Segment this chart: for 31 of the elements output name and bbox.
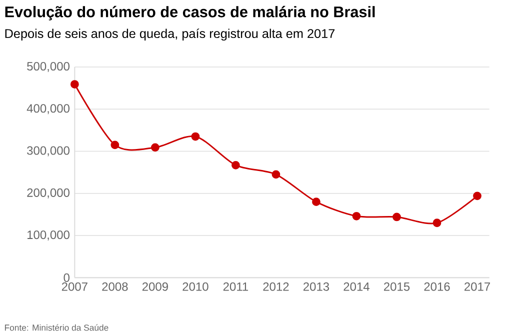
x-tick-label: 2015 bbox=[384, 282, 410, 291]
x-tick-label: 2013 bbox=[303, 282, 330, 291]
point bbox=[110, 140, 120, 150]
x-tick-label: 2009 bbox=[142, 282, 168, 291]
x-tick-label: 2011 bbox=[223, 282, 248, 291]
x-tick-label: 2010 bbox=[182, 282, 208, 291]
y-tick-label: 100,000 bbox=[28, 230, 70, 240]
chart-subtitle: Depois de seis anos de queda, país registrou alta em 2017 bbox=[5, 28, 335, 41]
y-tick-label: 0 bbox=[64, 273, 70, 282]
y-tick-label: 500,000 bbox=[27, 62, 70, 72]
x-tick-label: 2012 bbox=[263, 282, 289, 291]
y-tick-label: 200,000 bbox=[27, 188, 70, 198]
x-tick-label: 2016 bbox=[424, 282, 450, 291]
point bbox=[352, 212, 361, 220]
x-tick-label: 2008 bbox=[102, 282, 128, 291]
chart-title: Evolução do número de casos de malária no Brasil bbox=[5, 6, 375, 20]
point bbox=[432, 218, 442, 228]
point bbox=[70, 80, 79, 88]
y-tick-label: 300,000 bbox=[27, 146, 70, 156]
y-tick-label: 400,000 bbox=[26, 104, 70, 114]
point bbox=[392, 212, 401, 222]
x-tick-label: 2017 bbox=[464, 282, 490, 291]
point bbox=[272, 170, 280, 179]
point bbox=[473, 192, 482, 200]
source-note: Fonte: Ministério da Saúde bbox=[4, 324, 108, 331]
x-tick-label: 2014 bbox=[344, 282, 370, 291]
point bbox=[191, 132, 200, 141]
point bbox=[150, 143, 160, 152]
x-tick-label: 2007 bbox=[62, 282, 88, 291]
point bbox=[232, 160, 240, 170]
point bbox=[312, 198, 320, 206]
